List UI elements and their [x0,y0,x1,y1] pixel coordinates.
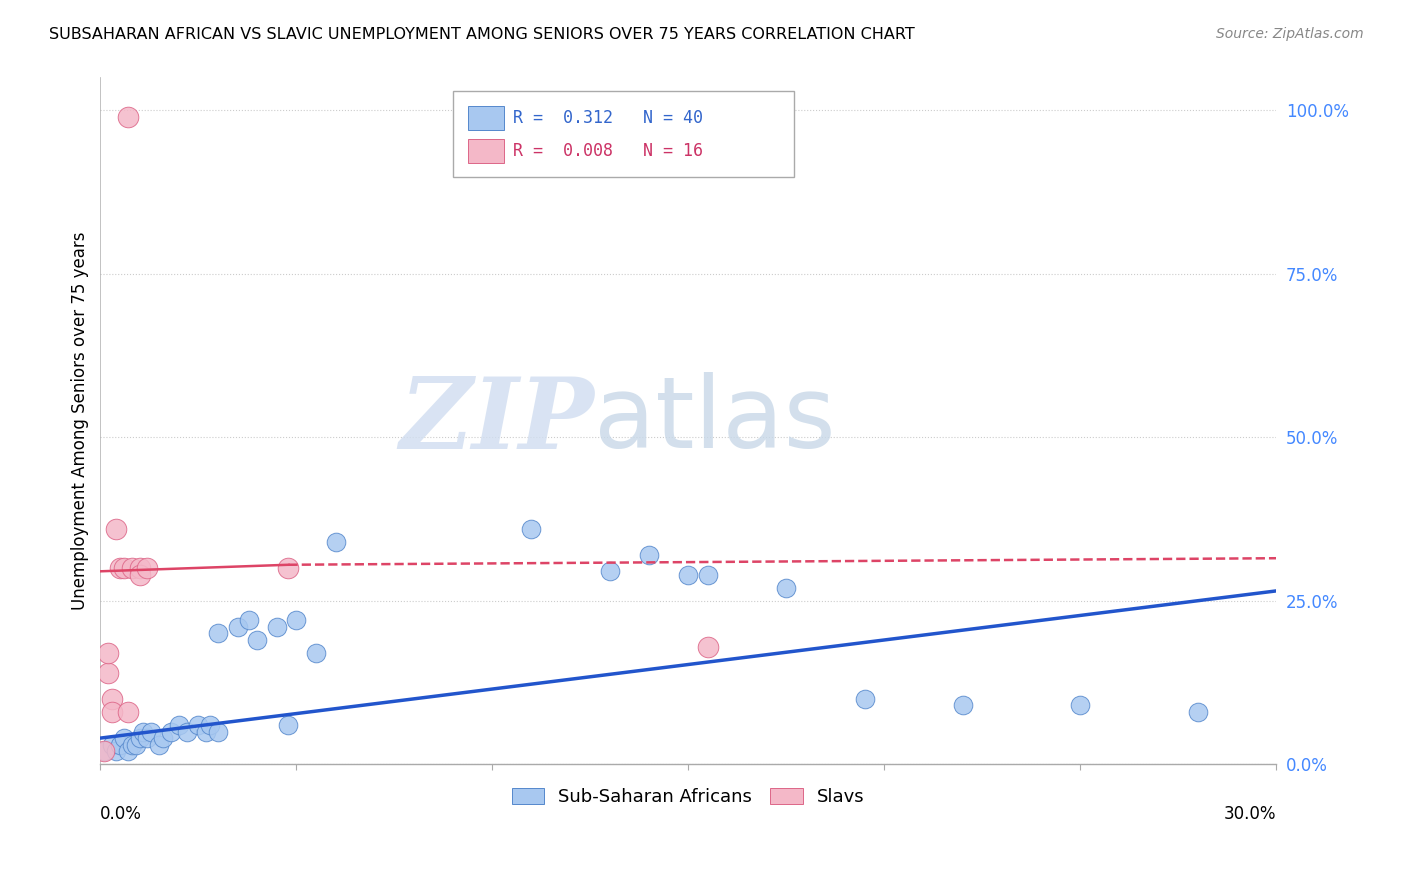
Point [128,731,150,745]
Point [520,522,543,536]
Point [198,718,221,732]
Point [195,724,218,739]
Point [277,561,299,575]
Point [167,718,190,732]
Point [207,626,229,640]
Point [108,561,131,575]
Text: ZIP: ZIP [399,373,595,469]
Point [112,561,135,575]
Y-axis label: Unemployment Among Seniors over 75 years: Unemployment Among Seniors over 75 years [72,232,89,610]
Point [128,561,150,575]
Point [117,705,139,719]
Point [676,567,699,582]
Point [124,738,146,752]
Legend: Sub-Saharan Africans, Slavs: Sub-Saharan Africans, Slavs [505,780,872,814]
Point [152,731,174,745]
Point [277,718,299,732]
Text: R =  0.312   N = 40: R = 0.312 N = 40 [513,109,703,127]
Point [112,731,135,745]
Point [101,705,124,719]
Point [952,698,974,713]
Point [1069,698,1091,713]
Point [136,561,159,575]
Text: R =  0.008   N = 16: R = 0.008 N = 16 [513,142,703,160]
Point [93,744,115,758]
Point [696,640,718,654]
Text: 0.0%: 0.0% [100,805,142,823]
Point [108,738,131,752]
Point [1187,705,1209,719]
Point [238,613,260,627]
Point [599,564,621,578]
Point [97,646,120,660]
Bar [468,139,503,163]
Point [121,738,143,752]
Point [105,522,128,536]
Text: Source: ZipAtlas.com: Source: ZipAtlas.com [1216,27,1364,41]
Point [117,110,139,124]
Point [775,581,797,595]
Point [207,724,229,739]
Point [105,744,128,758]
Point [696,567,718,582]
Bar [468,106,503,130]
Point [160,724,183,739]
Point [187,718,209,732]
Point [226,620,249,634]
Point [97,665,120,680]
Point [136,731,159,745]
Text: SUBSAHARAN AFRICAN VS SLAVIC UNEMPLOYMENT AMONG SENIORS OVER 75 YEARS CORRELATIO: SUBSAHARAN AFRICAN VS SLAVIC UNEMPLOYMEN… [49,27,915,42]
Point [285,613,308,627]
Point [141,724,163,739]
Point [117,744,139,758]
Text: atlas: atlas [595,372,835,469]
Point [638,548,661,562]
Point [266,620,288,634]
FancyBboxPatch shape [453,91,794,177]
Text: 30.0%: 30.0% [1223,805,1277,823]
Point [853,691,876,706]
Point [121,561,143,575]
Point [246,632,269,647]
Point [176,724,198,739]
Point [101,738,124,752]
Point [128,567,150,582]
Point [325,534,347,549]
Point [101,691,124,706]
Point [132,724,155,739]
Point [93,744,115,758]
Point [148,738,170,752]
Point [305,646,328,660]
